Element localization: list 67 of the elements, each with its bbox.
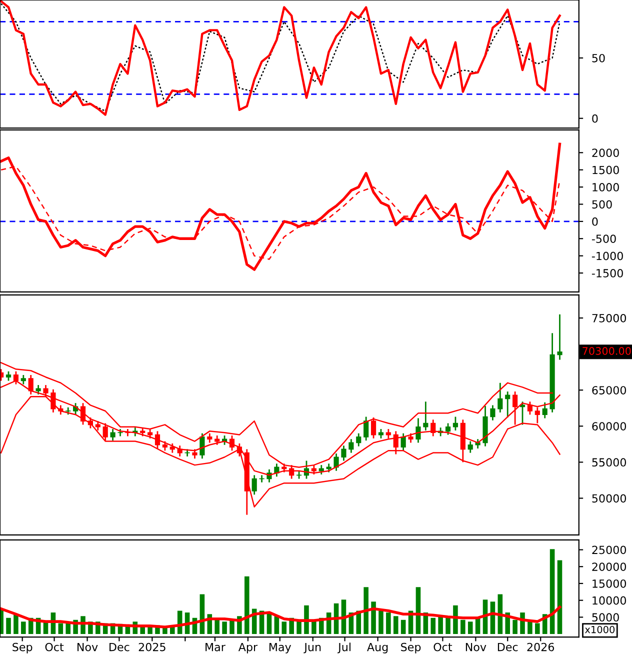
bar [214,620,220,634]
x-tick-label: Oct [434,642,452,652]
x-tick-label: Jul [338,642,350,654]
y-tick-label: -500 [592,234,616,244]
bar [453,605,458,634]
y-tick-label: 75000 [592,314,626,322]
y-tick-label: 1000 [592,183,619,192]
y-tick-label: 5000 [592,613,619,622]
y-tick-label: 0 [592,217,598,226]
bar [230,620,234,634]
text: x1000 [584,626,615,634]
y-tick-label: 1500 [592,166,619,174]
bar [512,620,518,634]
bar [430,618,436,634]
bar [535,623,540,634]
y-tick-label: 65000 [592,386,626,394]
bar [58,623,64,634]
y-tick-label: 60000 [592,422,626,431]
y-tick-label: 10000 [592,596,626,605]
y-tick-label: 15000 [592,579,626,588]
bar [244,576,250,634]
bar [386,612,391,634]
y-tick-label: -1500 [592,268,623,278]
y-tick-label: 0 [592,114,598,123]
bar [468,622,473,634]
bar [528,622,532,634]
bar [14,614,18,634]
y-tick-label: 500 [592,200,612,209]
bar [393,616,398,634]
line-series [0,606,562,628]
bar [557,560,562,634]
bar [400,620,406,634]
x-tick-label: Apr [238,642,258,654]
y-tick-label: -1000 [592,252,623,260]
line-series [0,142,562,271]
x-tick-label: Nov [78,642,98,652]
x-tick-label: Sep [401,642,421,654]
x-tick-label: Nov [466,642,486,652]
y-tick-label: 50000 [592,494,626,503]
y-tick-label: 2000 [592,148,619,158]
bar [222,622,227,634]
x-tick-label: 2026 [527,642,554,652]
bar [550,549,555,634]
bar [21,622,26,634]
x-tick-label: Dec [498,642,518,652]
x-tick-label: Dec [110,642,130,652]
bar [446,618,450,634]
bar [438,616,443,634]
y-tick-label: 25000 [592,546,626,554]
bar [460,620,466,634]
bar [282,622,287,634]
x-tick-label: Jun [304,642,321,654]
x-tick-label: 2025 [138,642,166,652]
bar [378,610,384,634]
x-tick-label: Oct [45,642,64,652]
x-tick-label: Aug [367,642,388,654]
annotation: 70300.00 [582,347,631,355]
bar [170,626,175,634]
bar [364,587,368,634]
x-tick-label: May [269,642,292,654]
x-tick-label: Sep [12,642,32,654]
bar [6,618,11,634]
x-tick-label: Mar [206,642,226,652]
y-tick-label: 20000 [592,562,626,571]
bar [371,602,376,634]
y-tick-label: 55000 [592,458,626,467]
y-tick-label: 50 [592,54,605,62]
